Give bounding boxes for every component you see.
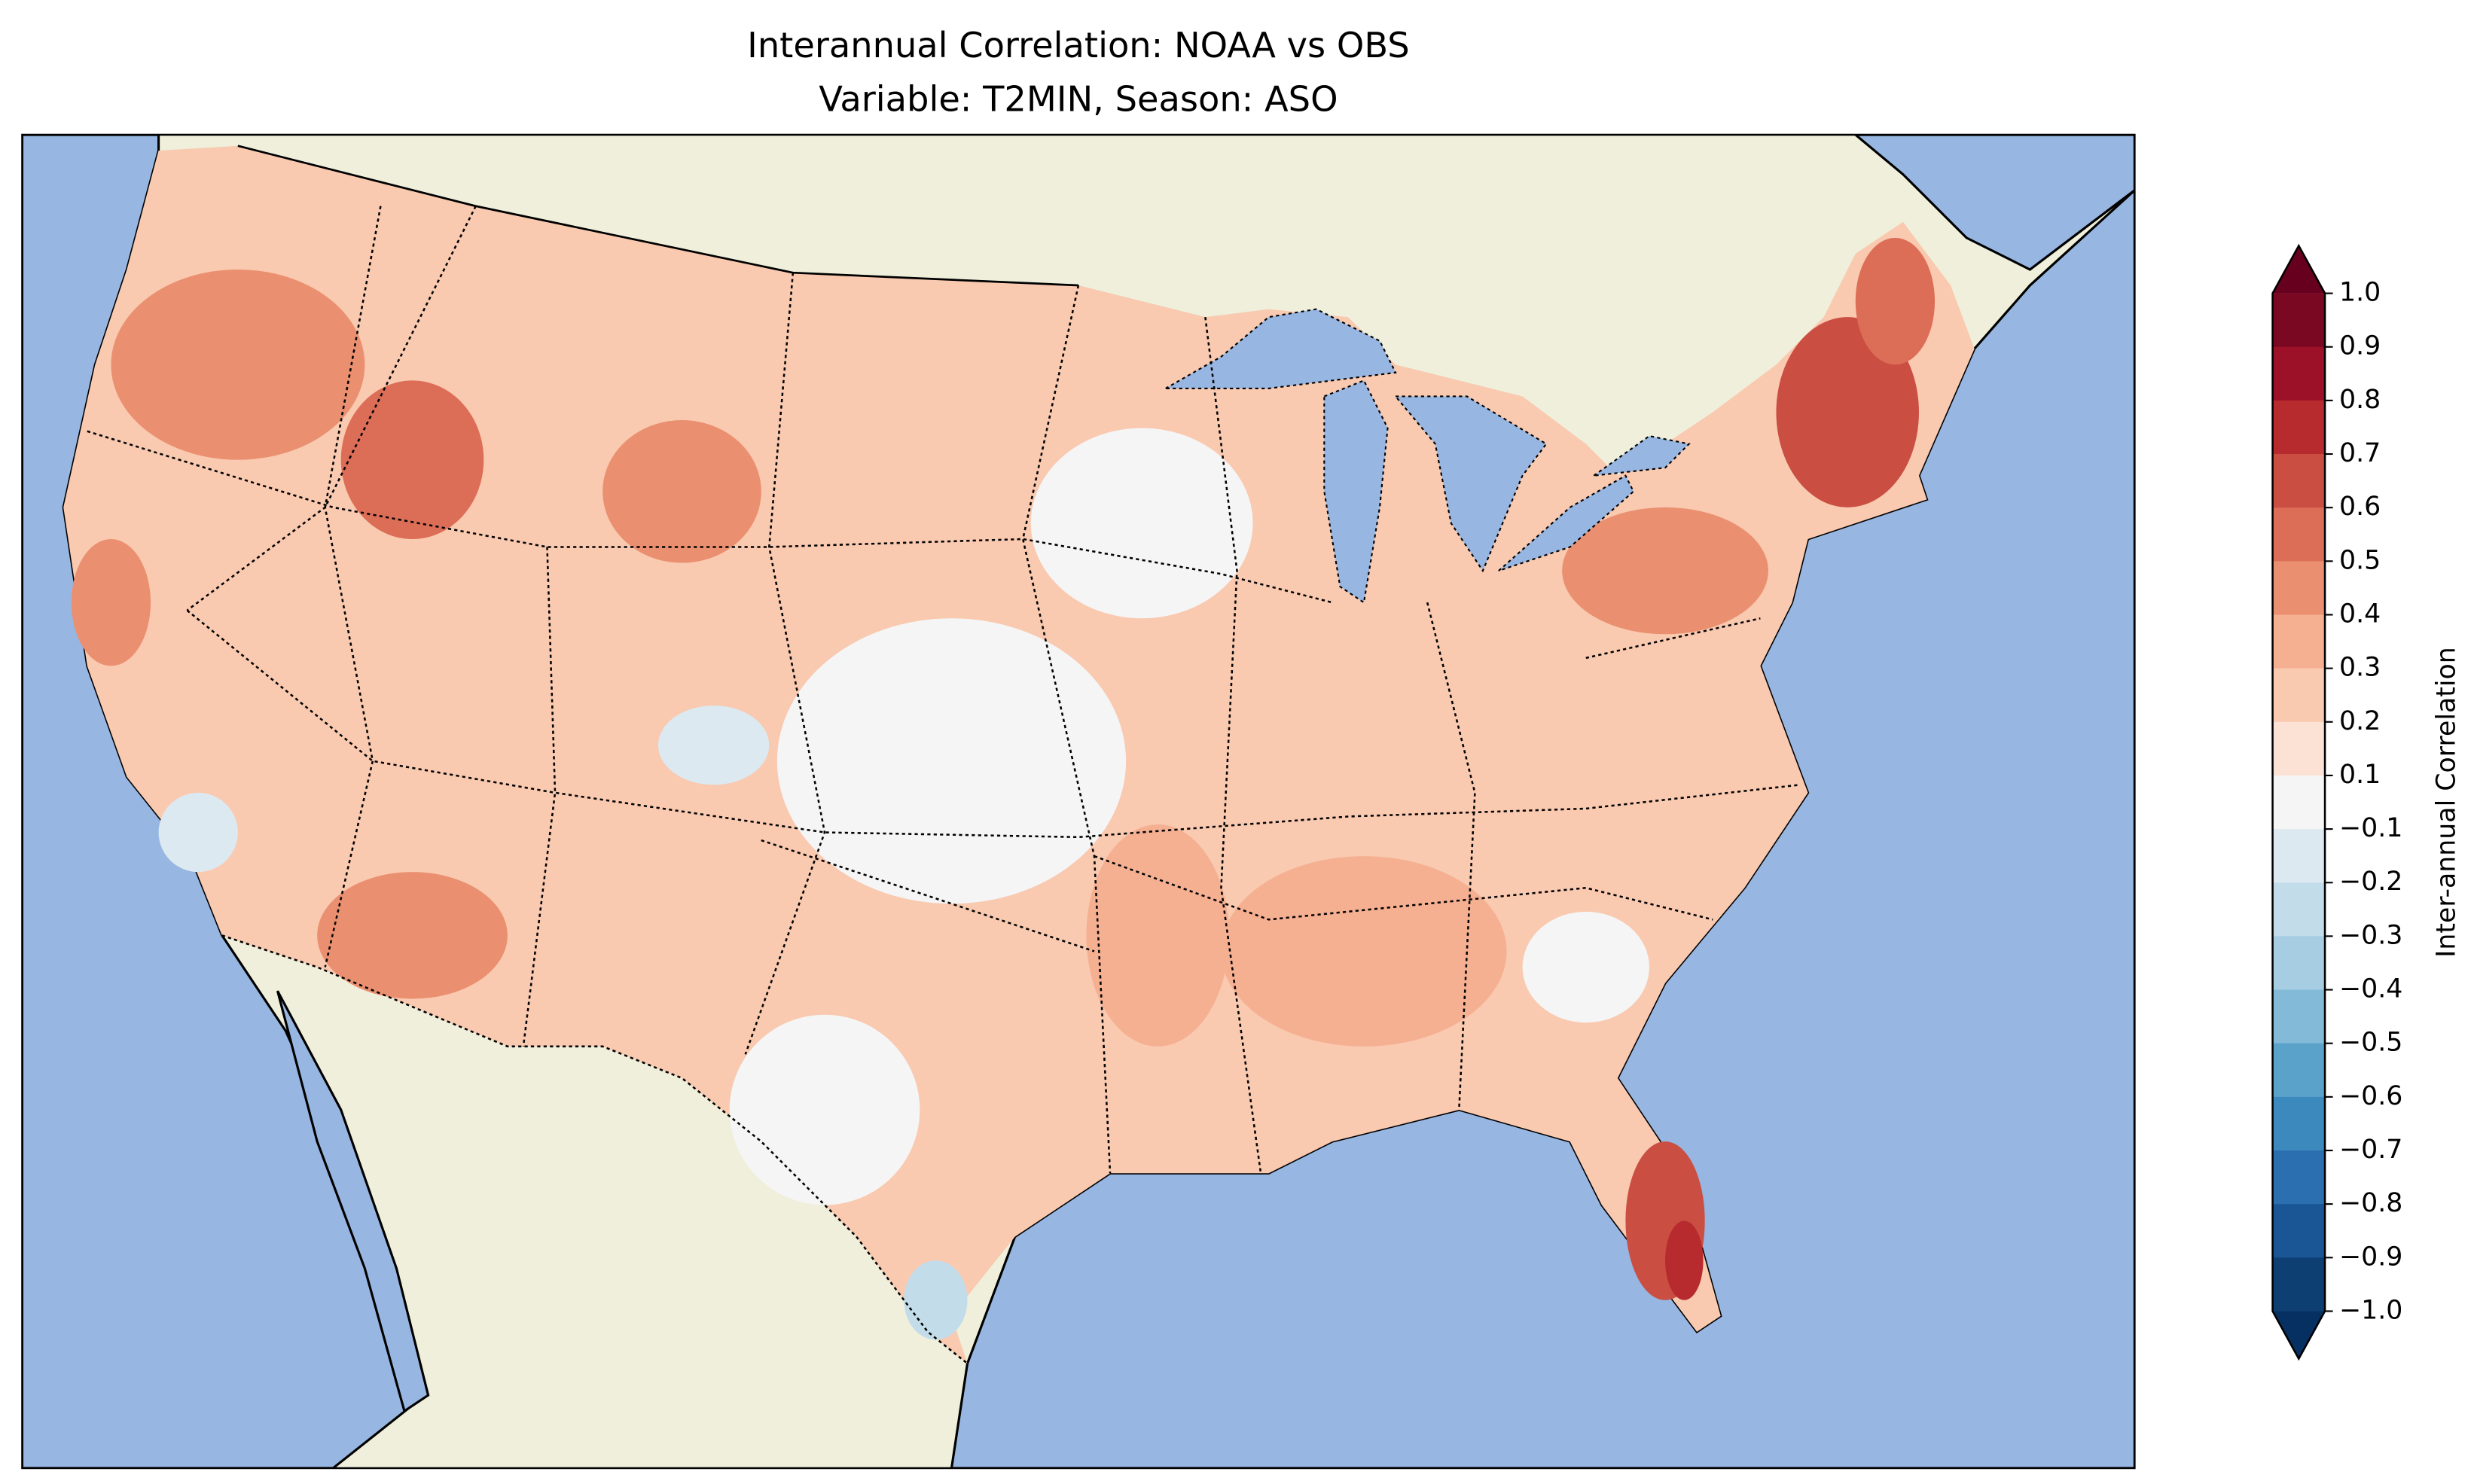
colorbar-level (2272, 1204, 2326, 1259)
colorbar-level (2272, 1096, 2326, 1152)
positive-southeast (1221, 856, 1507, 1047)
colorbar-label: Inter-annual Correlation (2432, 647, 2462, 958)
colorbar-tick-label: 0.8 (2339, 385, 2381, 415)
near-zero-plains (776, 618, 1127, 904)
lake-superior (1162, 308, 1397, 389)
colorbar-level (2272, 507, 2326, 562)
great-lakes (1162, 308, 1691, 604)
colorbar-tick-label: 0.6 (2339, 492, 2381, 522)
colorbar-level (2272, 775, 2326, 830)
colorbar-tick-label: 0.4 (2339, 599, 2381, 629)
colorbar-level (2272, 882, 2326, 937)
colorbar-level (2272, 293, 2326, 348)
colorbar-tick-label: 0.5 (2339, 545, 2381, 575)
state-borders (87, 206, 1801, 1174)
colorbar-tick-label: −0.8 (2339, 1188, 2402, 1218)
colorbar-tick-label: −0.9 (2339, 1242, 2402, 1272)
near-zero-midwest (1030, 428, 1253, 619)
lake-huron (1393, 395, 1548, 573)
positive-wyoming (602, 420, 761, 563)
colorbar-extend-min (2272, 1311, 2326, 1359)
map-frame (21, 133, 2136, 1470)
colorbar-level (2272, 1257, 2326, 1312)
colorbar-tick-label: −1.0 (2339, 1295, 2402, 1325)
negative-colorado (657, 705, 770, 785)
map-axes (22, 134, 2135, 1468)
colorbar-level (2272, 936, 2326, 991)
gulf-of-st-lawrence (1853, 134, 2135, 271)
colorbar-extend-max (2272, 245, 2326, 294)
colorbar-level (2272, 829, 2326, 884)
positive-arkansas (1086, 824, 1229, 1047)
colorbar-tick-label: −0.1 (2339, 813, 2402, 843)
negative-s-texas (904, 1260, 968, 1340)
lake-ontario (1591, 434, 1691, 477)
colorbar-level (2272, 454, 2326, 509)
colorbar-level (2272, 1150, 2326, 1205)
colorbar: 1.0 0.9 0.8 0.7 0.6 0.5 0.4 0.3 0.2 0.1 −0.1 −0.2 −0… (2271, 243, 2402, 1361)
colorbar-tick-label: −0.5 (2339, 1028, 2402, 1058)
positive-maine (1855, 237, 1936, 365)
colorbar-level (2272, 1043, 2326, 1098)
positive-arizona (317, 872, 508, 999)
positive-pennsylvania (1562, 507, 1768, 635)
us-canada-border (237, 145, 1078, 287)
colorbar-level (2272, 989, 2326, 1044)
colorbar-tick-label: 0.3 (2339, 653, 2381, 683)
colorbar-level (2272, 346, 2326, 401)
colorbar-tick-label: 1.0 (2339, 278, 2381, 308)
colorbar-level (2272, 400, 2326, 456)
colorbar-tick-label: 0.2 (2339, 706, 2381, 736)
colorbar-tick-label: −0.2 (2339, 867, 2402, 897)
colorbar-tick-label: −0.4 (2339, 974, 2402, 1004)
negative-s-california (158, 792, 238, 873)
title-line-2: Variable: T2MIN, Season: ASO (819, 78, 1338, 119)
colorbar-tick-label: −0.6 (2339, 1081, 2402, 1111)
colorbar-tick-label: 0.7 (2339, 438, 2381, 468)
positive-central-ca (71, 538, 151, 666)
positive-s-florida (1665, 1220, 1704, 1300)
lake-michigan (1323, 379, 1389, 604)
title-line-1: Interannual Correlation: NOAA vs OBS (747, 25, 1410, 66)
colorbar-level (2272, 561, 2326, 616)
near-zero-texas (729, 1014, 920, 1205)
gulf-of-california (276, 990, 430, 1413)
colorbar-tick-label: −0.7 (2339, 1135, 2402, 1165)
us-mexico-border (221, 934, 969, 1364)
lake-erie (1498, 474, 1635, 572)
colorbar-tick-label: 0.9 (2339, 331, 2381, 361)
colorbar-level (2272, 721, 2326, 776)
colorbar-tick-label: 0.1 (2339, 760, 2381, 790)
near-zero-carolinas (1522, 911, 1649, 1023)
colorbar-tick-label: −0.3 (2339, 920, 2402, 950)
colorbar-level (2272, 614, 2326, 669)
colorbar-level (2272, 668, 2326, 723)
positive-new-england (1776, 317, 1919, 507)
positive-idaho (340, 380, 484, 539)
positive-pnw (111, 269, 365, 460)
